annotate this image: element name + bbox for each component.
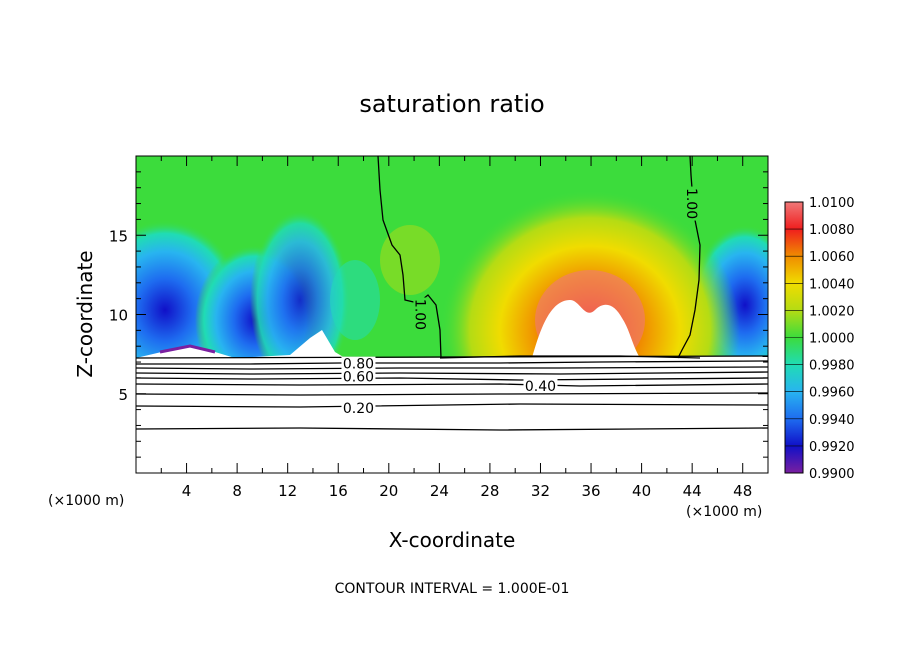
contour-0.70 xyxy=(135,366,769,370)
y-axis: 5 10 15 xyxy=(109,171,768,458)
contour-label-rotated: 1.00 xyxy=(411,297,428,332)
contour-0.10 xyxy=(135,427,769,431)
x-tick-label: 4 xyxy=(182,482,192,500)
contour-label-bg xyxy=(685,186,700,221)
x-tick-label: 28 xyxy=(480,482,499,500)
x-tick-label: 32 xyxy=(531,482,550,500)
colorbar-label: 1.0100 xyxy=(809,196,855,211)
colorbar-label: 1.0080 xyxy=(809,223,855,238)
y-tick-label: 15 xyxy=(109,227,128,245)
y-axis-label: Z-coordinate xyxy=(73,250,97,377)
colorbar-segment xyxy=(785,283,803,311)
contour-field xyxy=(136,156,768,473)
contour-label-rotated: 1.00 xyxy=(683,186,700,221)
x-tick-label: 20 xyxy=(379,482,398,500)
colorbar-segment xyxy=(785,364,803,392)
y-tick-label: 5 xyxy=(118,386,128,404)
contour-labels: 1.00 1.00 0.800.60 0.40 0.20 xyxy=(341,186,700,417)
y-tick-label: 10 xyxy=(109,307,128,325)
colorbar-label: 1.0020 xyxy=(809,304,855,319)
colorbar-segment xyxy=(785,229,803,257)
x-tick-label: 44 xyxy=(683,482,702,500)
colorbar-segment xyxy=(785,418,803,446)
x-axis-label: X-coordinate xyxy=(389,528,516,552)
chart-title: saturation ratio xyxy=(359,90,544,118)
x-tick-label: 36 xyxy=(581,482,600,500)
colorbar-label: 1.0000 xyxy=(809,332,855,347)
colorbar-label: 0.9960 xyxy=(809,386,855,401)
contour-label: 0.80 xyxy=(343,357,374,373)
contour-0.80 xyxy=(136,360,769,365)
contour-label: 0.40 xyxy=(525,379,556,395)
contour-label: 0.60 xyxy=(343,369,374,385)
colorbar-label: 0.9920 xyxy=(809,440,855,455)
colorbar-label: 1.0060 xyxy=(809,250,855,265)
contour-0.20 xyxy=(135,403,769,408)
colorbar-label: 0.9900 xyxy=(809,467,855,482)
contour-label-bg xyxy=(523,378,558,393)
contour-label-bg xyxy=(341,369,376,384)
footer-contour-interval: CONTOUR INTERVAL = 1.000E-01 xyxy=(335,581,570,597)
x-tick-label: 48 xyxy=(733,482,752,500)
colorbar-label: 0.9940 xyxy=(809,413,855,428)
x-unit-left: (×1000 m) xyxy=(48,493,124,509)
colorbar: 0.9900 0.9920 0.9940 0.9960 0.9980 1.0000 1.00… xyxy=(784,196,855,482)
contour-label-bg xyxy=(341,356,376,371)
lower-white-region xyxy=(136,330,768,473)
contour-0.30 xyxy=(135,392,769,396)
cold-region-5 xyxy=(330,260,380,340)
contour-label-bg xyxy=(341,401,376,416)
purple-rim xyxy=(159,344,216,354)
contour-0.40 xyxy=(135,383,769,387)
contour-0.60 xyxy=(135,371,769,375)
colorbar-segment xyxy=(785,310,803,338)
cloud-region xyxy=(532,300,640,358)
x-tick-label: 16 xyxy=(329,482,348,500)
x-tick-label: 40 xyxy=(632,482,651,500)
contour-surface xyxy=(135,355,769,359)
colorbar-segment xyxy=(785,202,803,230)
colorbar-segment xyxy=(785,337,803,365)
x-tick-label: 24 xyxy=(430,482,449,500)
colorbar-segment xyxy=(785,445,803,473)
colorbar-label: 0.9980 xyxy=(809,359,855,374)
contour-label: 1.00 xyxy=(411,299,427,330)
contour-label: 1.00 xyxy=(683,188,699,219)
cold-region-6 xyxy=(380,225,440,295)
contour-0.50 xyxy=(135,377,769,381)
x-axis: 4 8 12 16 20 24 28 32 36 40 44 48 xyxy=(160,156,752,500)
colorbar-label: 1.0040 xyxy=(809,277,855,292)
contour-label-bg xyxy=(413,297,428,332)
contour-cloud-base xyxy=(439,355,701,359)
contour-1.00-left xyxy=(377,155,442,359)
x-tick-label: 12 xyxy=(278,482,297,500)
x-tick-label: 8 xyxy=(232,482,242,500)
colorbar-segment xyxy=(785,256,803,284)
contour-label: 0.20 xyxy=(343,401,374,417)
x-unit-right: (×1000 m) xyxy=(686,504,762,520)
colorbar-segment xyxy=(785,391,803,419)
